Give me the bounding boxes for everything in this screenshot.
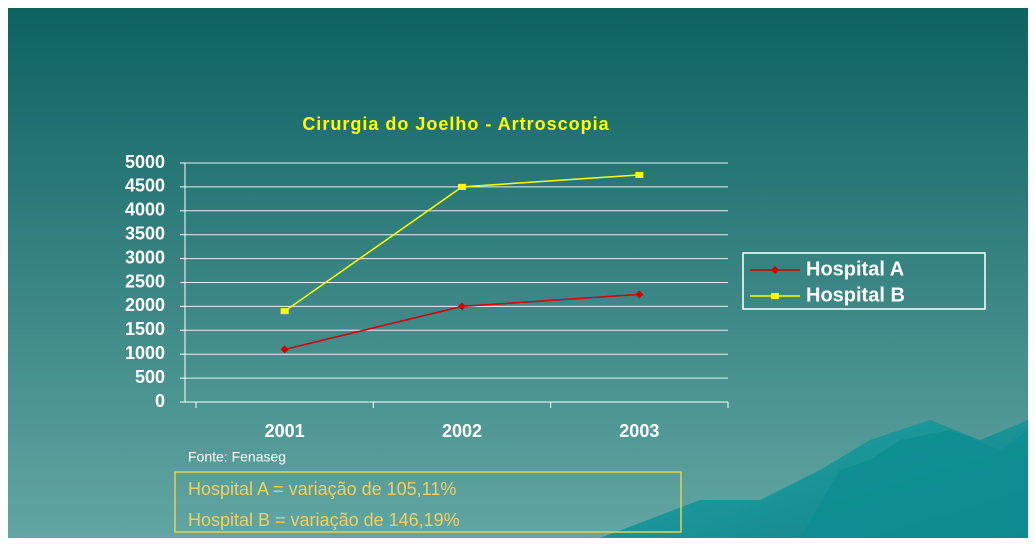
- y-tick-label: 3000: [125, 247, 165, 267]
- y-tick-label: 4000: [125, 200, 165, 220]
- note: Hospital B = variação de 146,19%: [188, 510, 460, 530]
- y-tick-label: 0: [155, 391, 165, 411]
- source: Fonte: Fenaseg: [188, 449, 286, 465]
- point: [458, 184, 466, 190]
- point: [635, 172, 643, 178]
- point: [771, 293, 779, 299]
- chart-title: Cirurgia do Joelho - Artroscopia: [302, 114, 609, 134]
- y-tick-label: 5000: [125, 152, 165, 172]
- legend-label: Hospital B: [806, 284, 905, 306]
- y-tick-label: 3500: [125, 223, 165, 243]
- y-tick-label: 1500: [125, 319, 165, 339]
- x-tick-label: 2001: [265, 421, 305, 441]
- page: Cirurgia do Joelho - Artroscopia Fonte: …: [0, 0, 1035, 544]
- point: [281, 308, 289, 314]
- y-tick-label: 2500: [125, 271, 165, 291]
- y-tick-label: 4500: [125, 176, 165, 196]
- slide: Cirurgia do Joelho - Artroscopia Fonte: …: [0, 0, 1035, 544]
- y-tick-label: 1000: [125, 343, 165, 363]
- y-tick-label: 500: [135, 367, 165, 387]
- y-tick-label: 2000: [125, 295, 165, 315]
- note: Hospital A = variação de 105,11%: [188, 479, 456, 499]
- legend-label: Hospital A: [806, 258, 904, 280]
- x-tick-label: 2003: [619, 421, 659, 441]
- x-tick-label: 2002: [442, 421, 482, 441]
